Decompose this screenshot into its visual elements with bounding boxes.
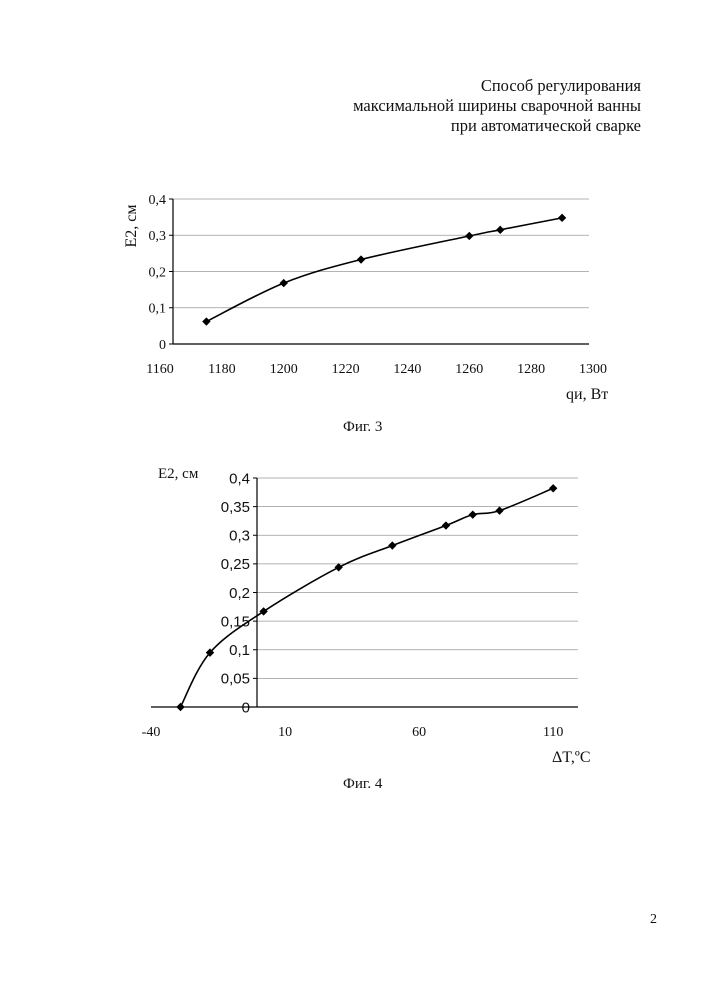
fig4-y-tick-label: 0,4 bbox=[229, 470, 250, 487]
figure-3-caption: Фиг. 3 bbox=[343, 419, 382, 436]
fig4-y-tick-label: 0,2 bbox=[229, 585, 250, 602]
fig4-x-axis-label: ΔT,ºC bbox=[552, 749, 591, 766]
figure-4-caption: Фиг. 4 bbox=[343, 776, 382, 793]
fig4-y-tick-label: 0,25 bbox=[221, 556, 250, 573]
fig4-x-tick-label: 10 bbox=[278, 725, 292, 740]
fig4-y-tick-label: 0,1 bbox=[229, 642, 250, 659]
fig4-data-point bbox=[176, 703, 184, 711]
fig4-x-tick-label: 60 bbox=[412, 725, 426, 740]
fig4-y-tick-label: 0,05 bbox=[221, 671, 250, 688]
fig4-y-axis-label: E2, см bbox=[158, 466, 199, 482]
fig4-data-point bbox=[442, 521, 450, 529]
fig4-x-tick-label: 110 bbox=[543, 725, 563, 740]
fig4-data-point bbox=[334, 563, 342, 571]
fig4-data-point bbox=[259, 607, 267, 615]
fig4-data-point bbox=[469, 510, 477, 518]
page-number: 2 bbox=[650, 912, 657, 928]
fig4-data-point bbox=[495, 506, 503, 514]
fig4-data-point bbox=[549, 484, 557, 492]
fig4-y-tick-label: 0,35 bbox=[221, 499, 250, 516]
fig4-y-tick-label: 0,15 bbox=[221, 613, 250, 630]
fig4-y-tick-label: 0,3 bbox=[229, 528, 250, 545]
fig4-x-tick-label: -40 bbox=[142, 725, 161, 740]
fig4-y-tick-label: 0 bbox=[242, 699, 250, 716]
fig4-data-point bbox=[388, 541, 396, 549]
